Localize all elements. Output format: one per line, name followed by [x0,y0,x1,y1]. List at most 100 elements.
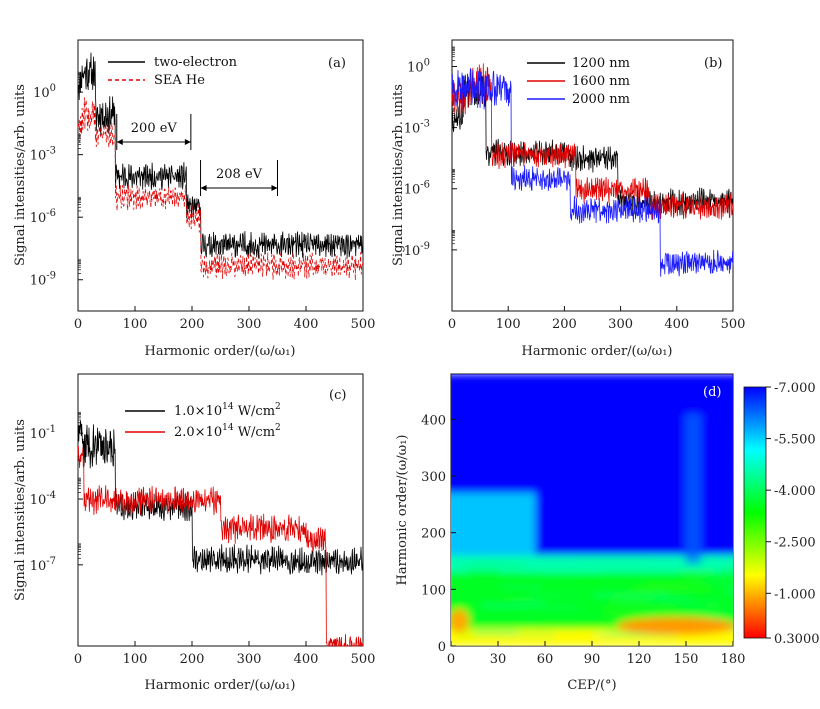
y-tick-exponent: -1 [46,424,56,435]
panel-c-xlabel: Harmonic order/(ω/ω₁) [145,678,296,693]
x-tick-label: 60 [537,652,554,667]
series-line-2-0-10-w-cm- [77,445,364,647]
y-tick-exponent: -6 [46,208,56,219]
y-tick-base: 10 [404,183,421,198]
heatmap-streak [645,584,706,587]
heatmap-streak [685,414,702,564]
y-tick-label: 0 [438,640,446,655]
y-tick-base: 10 [404,122,421,137]
heatmap-streak [627,605,707,608]
legend-b-2000nm: 2000 nm [572,92,630,107]
series-line-2000-nm [451,68,734,277]
heatmap-streak [500,633,556,636]
legend-a: two-electron SEA He [108,55,238,88]
y-tick-label: 10-3 [404,119,430,137]
legend-c-intensity-1: 1.0×1014 W/cm2 [174,402,281,419]
x-tick-label: 400 [664,317,689,332]
heatmap-streak [483,611,551,614]
legend-a-two-electron: two-electron [154,55,238,70]
y-tick-label: 100 [33,83,56,101]
x-tick-label: 150 [674,652,699,667]
y-tick-label: 100 [407,57,430,75]
x-tick-label: 300 [608,317,633,332]
y-tick-base: 10 [30,149,47,164]
y-tick-exponent: -6 [420,180,430,191]
colorbar-tick-label: -4.000 [774,484,816,499]
panel-b-frame [451,39,734,312]
heatmap-streak [550,577,595,580]
y-tick-label: 200 [421,527,446,542]
y-tick-base: 10 [33,86,50,101]
heatmap-streak [486,557,536,560]
y-tick-base: 10 [404,244,421,259]
legend-a-sea-he: SEA He [154,73,205,88]
heatmap-streak [543,572,600,575]
heatmap-cell [451,493,536,556]
heatmap-hotspot [451,609,469,633]
heatmap-streak [467,570,500,573]
y-tick-exponent: 0 [50,83,56,94]
y-tick-label: 10-4 [30,490,56,508]
y-tick-label: 10-9 [404,241,430,259]
heatmap-streak [472,607,537,610]
y-tick-exponent: -4 [46,490,56,501]
panel-a-label: (a) [328,56,346,71]
heatmap-streak [722,568,733,571]
heatmap-streak [583,579,645,582]
heatmap-streak [692,614,733,617]
x-tick-label: 0 [448,317,456,332]
y-tick-exponent: -3 [420,119,430,130]
heatmap-streak [707,599,733,602]
panel-d-label: (d) [703,385,721,400]
heatmap-field [451,374,733,646]
x-tick-label: 180 [721,652,746,667]
panel-a-frame [77,39,364,312]
annotation-label: 208 eV [216,167,263,182]
heatmap-blur [451,374,733,646]
colorbar-ticks: -7.000 -5.500 -4.000 -2.500 -1.000 0.3000 [766,381,820,647]
x-tick-label: 100 [123,652,148,667]
series-line-1600-nm [451,63,734,220]
panel-b-label: (b) [704,56,722,71]
heatmap-streak [538,622,618,625]
heatmap-streak [457,633,502,636]
y-tick-label: 10-9 [30,271,56,289]
heatmap-streak [481,604,544,607]
x-tick-label: 500 [351,317,376,332]
y-tick-label: 10-7 [30,556,56,574]
colorbar-tick-label: -7.000 [774,381,816,396]
panel-a-xlabel: Harmonic order/(ω/ω₁) [145,344,296,359]
y-tick-base: 10 [407,60,424,75]
x-tick-label: 500 [721,317,746,332]
x-tick-label: 120 [627,652,652,667]
series-line-sea-he [77,97,364,281]
heatmap-streak [604,608,675,611]
legend-b: 1200 nm 1600 nm 2000 nm [527,56,630,107]
x-tick-label: 500 [351,652,376,667]
legend-b-1200nm: 1200 nm [572,56,630,71]
series-line-two-electron [77,52,364,259]
panel-b-ylabel: Signal intensities/arb. units [391,84,406,266]
heatmap-streak [633,587,684,590]
annotation-label: 200 eV [131,121,178,136]
colorbar-tick-label: -2.500 [774,536,816,551]
heatmap-streak [527,595,582,598]
x-tick-label: 90 [584,652,601,667]
x-tick-label: 200 [180,317,205,332]
x-tick-label: 200 [180,652,205,667]
heatmap-streak [511,600,542,603]
heatmap-streak [659,602,728,605]
y-tick-label: 10-3 [30,146,56,164]
x-tick-label: 400 [294,317,319,332]
colorbar-tick-label: -5.500 [774,433,816,448]
legend-b-1600nm: 1600 nm [572,74,630,89]
y-tick-label: 10-1 [30,424,56,442]
heatmap-streak [710,582,733,585]
x-tick-label: 30 [490,652,507,667]
heatmap-streak [691,613,733,616]
heatmap-streak [608,632,648,635]
panel-d: 0 30 60 90 120 150 180 0 100 200 300 400 [421,374,746,667]
